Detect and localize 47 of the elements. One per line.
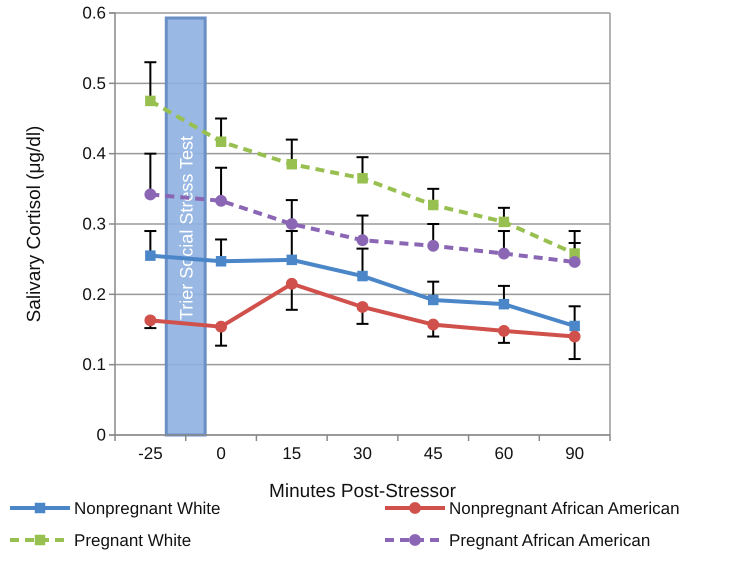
point <box>144 314 156 326</box>
x-axis-title: Minutes Post-Stressor <box>269 481 457 502</box>
point <box>215 194 227 207</box>
x-tick-label: 45 <box>424 444 443 464</box>
x-tick-label: 15 <box>282 444 302 464</box>
point <box>498 298 510 310</box>
point <box>569 320 580 332</box>
y-axis-title: Salivary Cortisol (μg/dl) <box>24 126 45 322</box>
y-tick-label: 0.2 <box>82 284 106 304</box>
point <box>498 325 510 337</box>
point <box>356 234 368 246</box>
point <box>286 218 298 230</box>
point <box>498 248 510 260</box>
point <box>216 136 226 147</box>
y-tick-label: 0.6 <box>82 3 106 22</box>
y-tick-label: 0.3 <box>82 214 106 234</box>
legend-label: Nonpregnant African American <box>449 499 680 518</box>
point <box>428 200 438 210</box>
point <box>144 188 156 200</box>
point <box>498 216 510 228</box>
point <box>286 278 298 290</box>
legend-label: Nonpregnant White <box>74 499 220 518</box>
point <box>286 158 298 170</box>
point <box>215 320 227 333</box>
point <box>216 256 226 267</box>
point <box>356 301 368 313</box>
point <box>145 250 156 261</box>
y-tick-label: 0.5 <box>82 74 106 93</box>
x-tick-label: 90 <box>565 444 584 464</box>
point <box>286 254 298 266</box>
point <box>568 330 581 342</box>
point <box>427 318 440 330</box>
point <box>428 294 438 306</box>
point <box>357 270 368 282</box>
y-tick-label: 0.1 <box>82 355 106 374</box>
x-tick-label: 0 <box>216 444 226 464</box>
point <box>145 96 156 106</box>
point <box>427 240 440 252</box>
x-tick-label: -25 <box>138 444 163 464</box>
y-tick-label: 0 <box>96 425 106 444</box>
x-tick-label: 30 <box>353 444 372 464</box>
x-tick-label: 60 <box>494 444 514 464</box>
point <box>568 256 581 268</box>
y-tick-label: 0.4 <box>82 144 106 164</box>
legend-label: Pregnant White <box>74 531 192 550</box>
legend-label: Pregnant African American <box>449 531 650 550</box>
point <box>357 173 368 184</box>
